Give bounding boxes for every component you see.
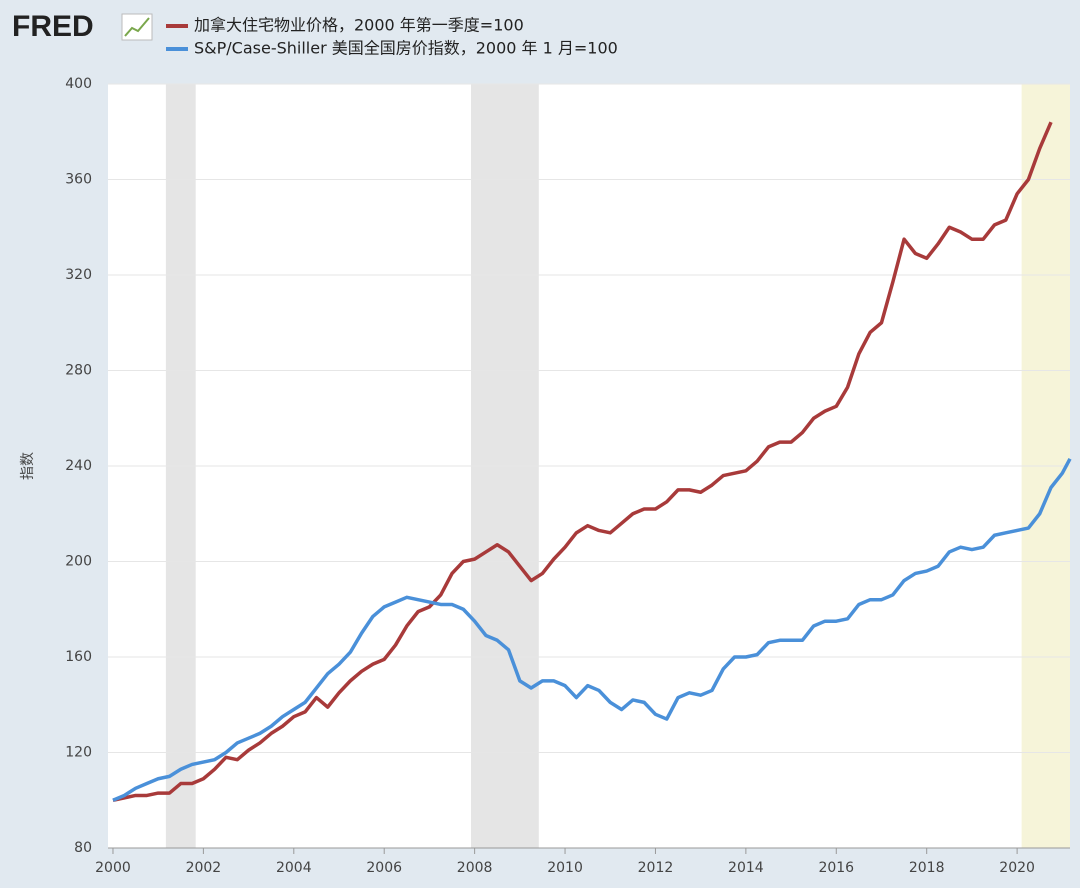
y-tick-label: 280 [65,363,92,379]
x-tick-label: 2000 [95,860,131,876]
y-tick-label: 200 [65,554,92,570]
x-tick-label: 2018 [909,860,945,876]
x-tick-label: 2006 [366,860,402,876]
y-axis-label: 指数 [20,452,36,480]
y-tick-label: 400 [65,76,92,92]
x-tick-label: 2008 [457,860,493,876]
legend-label: 加拿大住宅物业价格，2000 年第一季度=100 [194,16,524,35]
logo-icon [121,13,153,41]
x-tick-label: 2004 [276,860,312,876]
x-tick-label: 2002 [186,860,222,876]
y-tick-label: 360 [65,172,92,188]
series-line [112,121,1053,802]
y-tick-label: 160 [65,649,92,665]
logo: FRED [12,10,94,43]
y-tick-label: 80 [74,840,92,856]
x-tick-label: 2014 [728,860,764,876]
y-tick-label: 120 [65,745,92,761]
x-tick-label: 2012 [638,860,674,876]
x-tick-label: 2010 [547,860,583,876]
y-tick-label: 320 [65,267,92,283]
legend-label: S&P/Case-Shiller 美国全国房价指数，2000 年 1 月=100 [194,39,618,58]
series-line [112,458,1072,802]
x-tick-label: 2016 [818,860,854,876]
x-tick-label: 2020 [999,860,1035,876]
y-tick-label: 240 [65,458,92,474]
